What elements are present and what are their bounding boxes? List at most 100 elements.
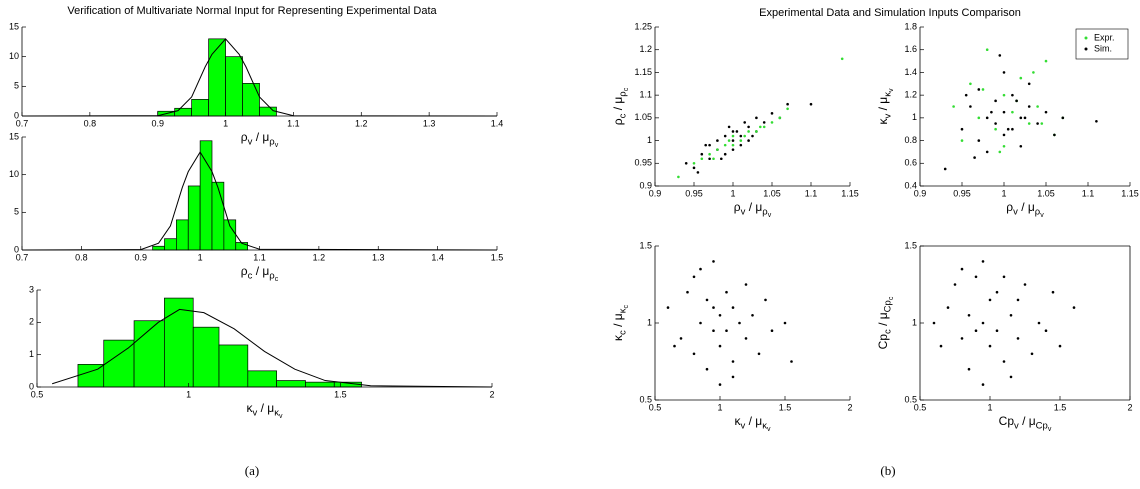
scatter-point xyxy=(712,260,715,263)
label-part: ρ xyxy=(269,136,275,147)
label-part: v xyxy=(1040,212,1044,219)
x-tick-label: 2 xyxy=(847,402,852,412)
scatter-point xyxy=(692,166,696,170)
scatter-point xyxy=(739,143,743,147)
panel-caption: (b) xyxy=(880,463,895,478)
scatter-point xyxy=(998,150,1002,154)
x-tick-label: 0.9 xyxy=(914,188,927,198)
label-part: c xyxy=(623,87,630,91)
scatter-point xyxy=(738,321,741,325)
histogram-bar xyxy=(305,381,335,388)
histogram-bar xyxy=(191,99,209,117)
x-tick-label: 1.5 xyxy=(779,402,792,412)
y-tick-label: 1.6 xyxy=(904,44,917,54)
y-tick-label: 1 xyxy=(29,349,34,359)
scatter-point xyxy=(1051,290,1055,294)
scatter-point xyxy=(1019,144,1023,148)
scatter-point xyxy=(994,99,997,103)
y-tick-label: 2 xyxy=(29,317,34,327)
histogram-bar xyxy=(211,181,225,251)
x-tick-label: 0.95 xyxy=(953,188,971,198)
scatter-point xyxy=(1023,116,1027,120)
label-part: ρ xyxy=(1035,206,1041,217)
scatter-point xyxy=(969,82,972,86)
y-tick-label: 0.8 xyxy=(904,135,917,145)
scatter-point xyxy=(964,93,968,97)
scatter-point xyxy=(731,134,735,138)
x-tick-label: 1 xyxy=(198,252,203,262)
y-tick-label: 1 xyxy=(647,317,652,327)
y-tick-label: 1.5 xyxy=(904,240,917,250)
scatter-point xyxy=(953,283,957,286)
x-tick-label: 1 xyxy=(987,402,992,412)
histogram-bar xyxy=(225,56,243,117)
scatter-point xyxy=(840,57,844,61)
scatter-point xyxy=(809,102,813,106)
scatter-point xyxy=(960,337,964,340)
scatter-point xyxy=(1095,119,1098,123)
histogram-bar xyxy=(199,140,213,251)
histogram-bar xyxy=(164,297,194,388)
x-tick-label: 0.95 xyxy=(685,188,703,198)
scatter-point xyxy=(985,48,989,52)
x-tick-label: 1.3 xyxy=(423,118,436,128)
legend-box xyxy=(1075,28,1129,60)
scatter-point xyxy=(757,352,761,356)
histogram-bar xyxy=(208,38,226,117)
scatter-point xyxy=(988,298,992,302)
y-tick-label: 0.5 xyxy=(904,394,917,404)
scatter-point xyxy=(718,383,722,386)
scatter-point xyxy=(705,367,709,371)
scatter-point xyxy=(700,157,704,161)
scatter-point xyxy=(770,329,774,333)
scatter-point xyxy=(699,321,702,325)
scatter-point xyxy=(1044,110,1048,114)
label-part: v xyxy=(248,136,253,147)
scatter-point xyxy=(762,125,766,129)
scatter-point xyxy=(790,360,793,363)
scatter-point xyxy=(744,283,748,286)
scatter-point xyxy=(716,139,719,142)
axis-label: κv / μκv xyxy=(247,401,283,420)
scatter-point xyxy=(751,134,754,138)
scatter-point xyxy=(686,290,689,294)
scatter-point xyxy=(998,54,1002,57)
y-tick-label: 1.8 xyxy=(904,21,917,31)
y-tick-label: 1 xyxy=(647,135,652,145)
label-part: ρ xyxy=(734,200,741,214)
x-tick-label: 1.05 xyxy=(763,188,781,198)
scatter-point xyxy=(755,130,758,133)
x-tick-label: 0.9 xyxy=(134,252,147,262)
scatter-point xyxy=(1011,93,1014,97)
y-tick-label: 1 xyxy=(912,112,917,122)
axis-label: ρv / μρv xyxy=(241,130,279,149)
scatter-point xyxy=(1011,127,1014,131)
scatter-point xyxy=(973,156,976,159)
scatter-point xyxy=(718,344,722,348)
scatter-point xyxy=(943,167,947,171)
axis-label: Cpc / μCpc xyxy=(876,296,895,349)
scatter-point xyxy=(1061,116,1065,120)
panel-caption: (a) xyxy=(245,463,259,478)
legend-marker xyxy=(1084,36,1088,40)
scatter-point xyxy=(684,161,688,165)
scatter-point xyxy=(727,125,731,129)
scatter-point xyxy=(946,306,950,309)
scatter-point xyxy=(786,107,789,111)
histogram-bar xyxy=(152,245,165,251)
x-tick-label: 1.05 xyxy=(1037,188,1055,198)
label-part: / μ xyxy=(611,97,625,114)
scatter-point xyxy=(727,139,731,142)
y-tick-label: 1.05 xyxy=(634,112,652,122)
x-tick-label: 0.8 xyxy=(75,252,88,262)
scatter-point xyxy=(960,267,964,271)
axis-label: ρv / μρv xyxy=(1006,200,1044,219)
x-tick-label: 2 xyxy=(1127,402,1132,412)
y-tick-label: 1 xyxy=(912,317,917,327)
label-part: / μ xyxy=(1019,414,1036,428)
histogram-bar xyxy=(276,380,306,388)
x-tick-label: 1.1 xyxy=(287,118,300,128)
scatter-point xyxy=(716,148,719,151)
axis-label: ρv / μρv xyxy=(734,200,772,219)
scatter-point xyxy=(985,150,989,154)
